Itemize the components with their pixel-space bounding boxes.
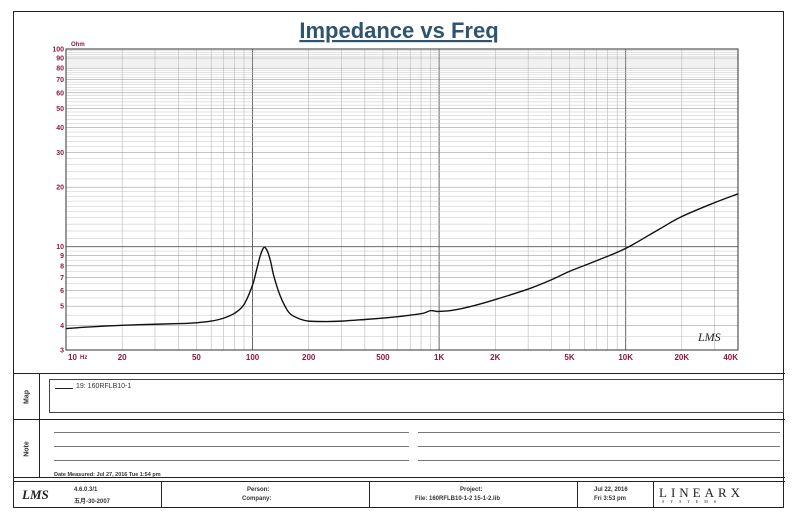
date-measured: Date Measured: Jul 27, 2016 Tue 1:54 pm	[54, 472, 161, 478]
y-tick-label: 5	[60, 304, 64, 311]
note-line	[54, 432, 409, 433]
series-line	[65, 193, 739, 330]
note-line	[418, 460, 780, 461]
person-label: Person:	[247, 487, 270, 493]
y-tick-label: 3	[60, 348, 64, 355]
plot-border	[65, 48, 739, 351]
series	[65, 193, 739, 330]
y-tick-label: 20	[56, 185, 64, 192]
x-tick-label: 20	[118, 353, 127, 362]
note-side-label: Note	[14, 420, 40, 477]
footer-logo-cell: LMS 4.6.0.3/1 五月-30-2007	[14, 482, 162, 508]
x-tick-label: 40K	[723, 353, 738, 362]
project-label: Project:	[460, 487, 483, 493]
y-tick-label: 8	[60, 263, 64, 270]
note-line	[418, 446, 780, 447]
y-tick-label: 6	[60, 288, 64, 295]
map-panel: Map 19: 160RFLB10-1	[14, 374, 785, 420]
y-tick-label: 10	[56, 244, 64, 251]
footer-person-cell: Person: Company:	[162, 482, 370, 508]
y-tick-label: 9	[60, 253, 64, 260]
y-tick-label: 7	[60, 275, 64, 282]
chart-frame: Impedance vs Freq 3 4 5 6 7 8 9 10 20 30 40 50 60 70 8…	[13, 11, 785, 508]
y-tick-label: 4	[60, 323, 64, 330]
note-label: Note	[23, 440, 30, 457]
footer-project-cell: Project: File: 160RFLB10-1-2 15-1-2.lib	[370, 482, 578, 508]
version-date: 五月-30-2007	[74, 499, 111, 505]
y-tick-label: 50	[56, 106, 64, 113]
footer-date: Jul 22, 2016	[594, 487, 628, 493]
x-tick-label: 5K	[564, 353, 574, 362]
brand-sub: SYSTEMS	[662, 499, 723, 504]
chart-title: Impedance vs Freq	[299, 18, 498, 43]
y-tick-label: 60	[56, 90, 64, 97]
linearx-logo: LINEARX SYSTEMS	[654, 485, 782, 505]
y-unit-label: Ohm	[71, 42, 85, 48]
note-panel: Note Date Measured: Jul 27, 2016 Tue 1:5…	[14, 420, 785, 478]
note-line	[418, 432, 780, 433]
y-tick-label: 70	[56, 77, 64, 84]
x-tick-label: 50	[192, 353, 201, 362]
footer-logo: LMS	[22, 487, 49, 502]
footer: LMS 4.6.0.3/1 五月-30-2007 Person: Company…	[14, 481, 785, 508]
y-tick-label: 90	[56, 56, 64, 63]
y-tick-label: 100	[52, 47, 64, 54]
x-tick-label: 10	[68, 353, 77, 362]
note-line	[54, 460, 409, 461]
company-label: Company:	[242, 496, 272, 502]
map-label: Map	[23, 389, 30, 404]
map-side-label: Map	[14, 374, 40, 419]
x-tick-label: 100	[246, 353, 260, 362]
plot-logo: LMS	[697, 330, 721, 344]
plot-area: Impedance vs Freq 3 4 5 6 7 8 9 10 20 30 40 50 60 70 8…	[14, 12, 785, 374]
y-tick-label: 30	[56, 150, 64, 157]
x-tick-labels: 10 20 50 100 200 500 1K 2K 5K 10K 20K 40K	[68, 353, 738, 362]
x-tick-label: 10K	[618, 353, 633, 362]
x-tick-label: 1K	[434, 353, 444, 362]
note-line	[54, 446, 409, 447]
footer-date-cell: Jul 22, 2016 Fri 3:53 pm	[578, 482, 654, 508]
x-unit-label: Hz	[80, 355, 87, 361]
impedance-chart: Impedance vs Freq 3 4 5 6 7 8 9 10 20 30 40 50 60 70 8…	[52, 18, 739, 362]
x-tick-label: 200	[302, 353, 316, 362]
legend-swatch	[55, 388, 73, 389]
legend-entry: 19: 160RFLB10-1	[76, 383, 132, 390]
x-tick-label: 500	[376, 353, 390, 362]
legend-box: 19: 160RFLB10-1	[49, 379, 784, 413]
version: 4.6.0.3/1	[74, 487, 98, 493]
y-tick-label: 40	[56, 125, 64, 132]
y-tick-labels: 3 4 5 6 7 8 9 10 20 30 40 50 60 70 80 90 100	[52, 47, 64, 355]
file-label: File: 160RFLB10-1-2 15-1-2.lib	[415, 496, 501, 502]
brand-name: LINEARX	[659, 485, 745, 500]
x-tick-label: 20K	[674, 353, 689, 362]
y-tick-label: 80	[56, 66, 64, 73]
footer-time: Fri 3:53 pm	[594, 496, 627, 502]
grid	[66, 49, 738, 350]
x-tick-label: 2K	[490, 353, 500, 362]
